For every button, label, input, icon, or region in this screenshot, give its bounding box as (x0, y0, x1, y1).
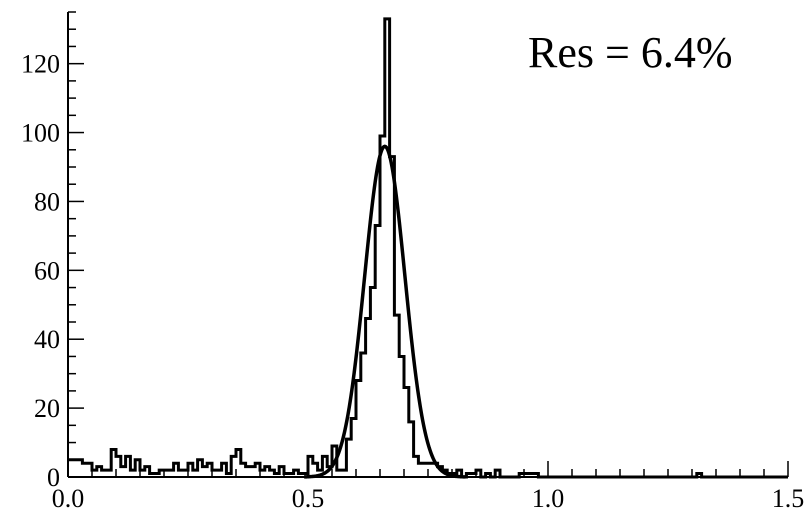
y-tick-label: 0 (47, 463, 60, 492)
axes (67, 12, 788, 478)
histogram-bin (73, 460, 78, 477)
histogram-bin (82, 463, 87, 477)
histogram-bin (121, 467, 126, 477)
x-tick-label: 1.0 (532, 484, 565, 513)
x-tick-label: 1.5 (772, 484, 805, 513)
gaussian-fit-curve (304, 144, 466, 479)
histogram-bin (418, 463, 423, 477)
y-tick-label: 100 (21, 119, 60, 148)
x-tick-label: 0.0 (52, 484, 85, 513)
x-tick-label: 0.5 (292, 484, 325, 513)
y-tick-label: 60 (34, 256, 60, 285)
histogram-bin (202, 467, 207, 477)
histogram-bins (68, 17, 788, 479)
histogram-bin (246, 467, 251, 477)
resolution-annotation: Res = 6.4% (528, 28, 732, 77)
y-tick-label: 20 (34, 394, 60, 423)
y-tick-label: 120 (21, 50, 60, 79)
histogram-outline (68, 17, 788, 479)
y-axis-ticks: 0 20 40 60 80 100 120 (21, 11, 84, 492)
gaussian-fit (304, 144, 466, 479)
y-tick-label: 80 (34, 187, 60, 216)
y-tick-label: 40 (34, 325, 60, 354)
histogram-bin (250, 467, 255, 477)
